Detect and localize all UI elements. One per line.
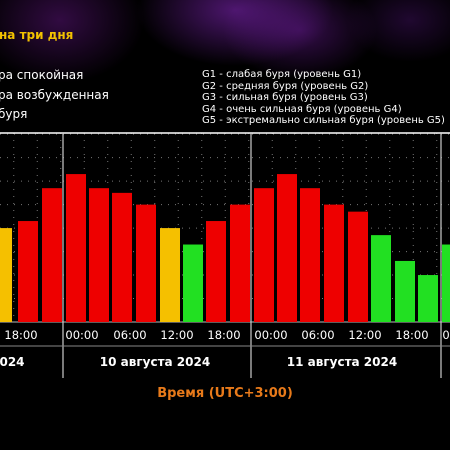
kp-bar-calm — [183, 244, 203, 322]
kp-bar-calm — [395, 260, 415, 322]
legend-item-storm: буря — [0, 107, 28, 121]
chart-tick-labels: 18:00 00:00 06:00 12:00 18:00 00:00 06:00 12:00… — [4, 328, 450, 342]
kp-bar-storm — [42, 188, 62, 322]
x-tick-label: 06:00 — [113, 328, 146, 342]
kp-bar-storm — [66, 174, 86, 322]
chart-bars — [0, 174, 450, 322]
x-tick-label: 18:00 — [395, 328, 428, 342]
kp-bar-calm — [418, 275, 438, 322]
day-label: 11 августа 2024 — [287, 355, 397, 369]
legend-item-calm: ра спокойная — [0, 68, 84, 82]
kp-bar-storm — [230, 204, 250, 322]
kp-bar-active — [160, 228, 180, 322]
kp-bar-storm — [89, 188, 109, 322]
kp-bar-storm — [254, 188, 274, 322]
kp-bar-storm — [136, 204, 156, 322]
legend-levels: ра спокойная ра возбужденная буря — [0, 66, 109, 125]
kp-bar-storm — [277, 174, 297, 322]
chart-title: на три дня — [0, 28, 74, 42]
legend-g3: G3 - сильная буря (уровень G3) — [202, 92, 368, 104]
kp-bar-storm — [112, 192, 132, 322]
kp-bar-storm — [348, 211, 368, 322]
day-label: 024 — [0, 355, 25, 369]
kp-bar-calm — [442, 244, 450, 322]
legend-g1: G1 - слабая буря (уровень G1) — [202, 69, 362, 80]
x-tick-label: 00:00 — [254, 328, 287, 342]
legend-g5: G5 - экстремально сильная буря (уровень … — [202, 115, 445, 127]
legend-g4: G4 - очень сильная буря (уровень G4) — [202, 103, 402, 115]
kp-bar-calm — [371, 235, 391, 322]
chart-day-labels: 024 10 августа 2024 11 августа 2024 — [0, 355, 397, 369]
kp-bar-active — [0, 228, 12, 322]
x-tick-label: 18:00 — [4, 328, 37, 342]
x-tick-label: 00:00 — [65, 328, 98, 342]
kp-bar-storm — [18, 221, 38, 322]
x-tick-label: 18:00 — [207, 328, 240, 342]
header-background-glow — [0, 0, 450, 130]
legend-item-active: ра возбужденная — [0, 87, 109, 102]
x-tick-label: 06:00 — [301, 328, 334, 342]
legend-g2: G2 - средняя буря (уровень G2) — [202, 80, 369, 92]
x-tick-label: 12:00 — [160, 328, 193, 342]
kp-bar-storm — [300, 188, 320, 322]
x-axis-title: Время (UTC+3:00) — [157, 386, 293, 401]
legend-storm-scale: G1 - слабая буря (уровень G1) G2 - средн… — [202, 69, 445, 127]
x-tick-label: 12:00 — [348, 328, 381, 342]
day-label: 10 августа 2024 — [100, 355, 210, 369]
kp-bar-storm — [324, 204, 344, 322]
x-tick-label: 00:00 — [442, 328, 450, 342]
kp-bar-storm — [206, 221, 226, 322]
